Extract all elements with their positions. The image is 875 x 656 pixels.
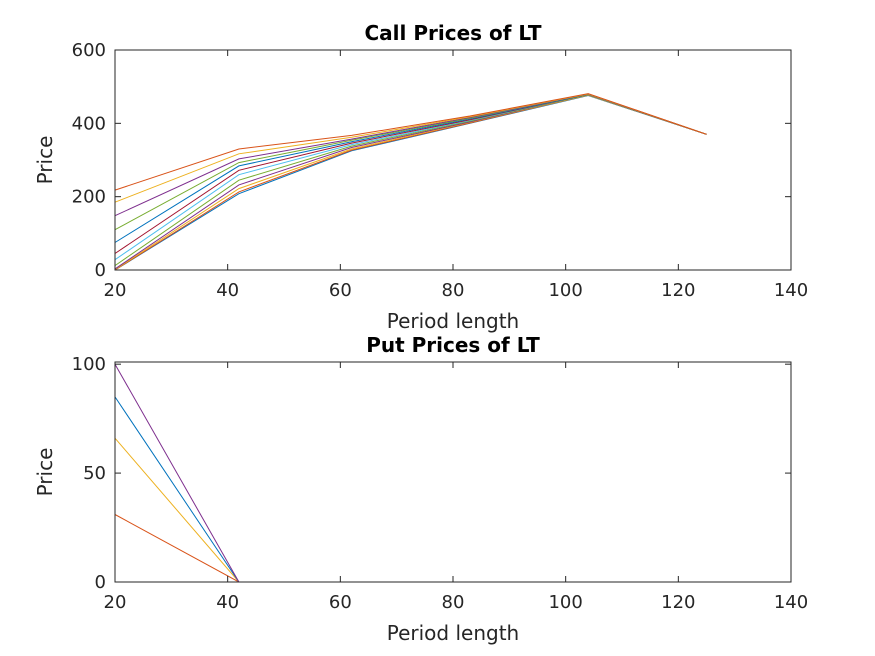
call-x-tick-label: 100 [548, 280, 582, 301]
put-y-tick-label: 50 [83, 463, 106, 484]
call-x-tick-label: 60 [329, 280, 352, 301]
call-y-tick-label: 600 [72, 40, 106, 61]
put-x-tick-label: 140 [774, 592, 808, 613]
put-x-tick-label: 40 [216, 592, 239, 613]
put-plot-background [115, 362, 791, 582]
call-series-lines [114, 93, 707, 271]
call-plot-background [115, 50, 791, 270]
put-y-tick-label: 100 [72, 354, 106, 375]
put-x-ticks: 20 40 60 80 100 120 140 [104, 362, 808, 613]
call-x-tick-label: 80 [442, 280, 465, 301]
call-y-ticks: 0 200 400 600 [72, 40, 791, 281]
call-x-tick-label: 40 [216, 280, 239, 301]
call-x-tick-label: 140 [774, 280, 808, 301]
call-y-tick-label: 200 [72, 187, 106, 208]
put-x-tick-label: 120 [661, 592, 695, 613]
call-x-tick-label: 120 [661, 280, 695, 301]
put-y-tick-label: 0 [95, 572, 106, 593]
call-y-tick-label: 0 [95, 260, 106, 281]
put-x-tick-label: 80 [442, 592, 465, 613]
call-x-axis-label: Period length [387, 309, 519, 333]
call-chart-title: Call Prices of LT [365, 21, 542, 45]
put-x-tick-label: 20 [104, 592, 127, 613]
call-x-ticks: 20 40 60 80 100 120 140 [104, 50, 808, 301]
put-prices-plot: 20 40 60 80 100 120 140 0 50 100 Put Prices of L… [33, 333, 808, 645]
put-chart-title: Put Prices of LT [366, 333, 540, 357]
put-x-tick-label: 100 [548, 592, 582, 613]
put-x-axis-label: Period length [387, 621, 519, 645]
put-x-tick-label: 60 [329, 592, 352, 613]
put-y-axis-label: Price [33, 448, 57, 497]
call-series-line-12 [114, 93, 707, 191]
call-x-tick-label: 20 [104, 280, 127, 301]
call-prices-plot: 20 40 60 80 100 120 140 0 200 400 600 Call Prices… [33, 21, 808, 333]
put-y-ticks: 0 50 100 [72, 354, 791, 593]
call-y-axis-label: Price [33, 136, 57, 185]
call-y-tick-label: 400 [72, 113, 106, 134]
